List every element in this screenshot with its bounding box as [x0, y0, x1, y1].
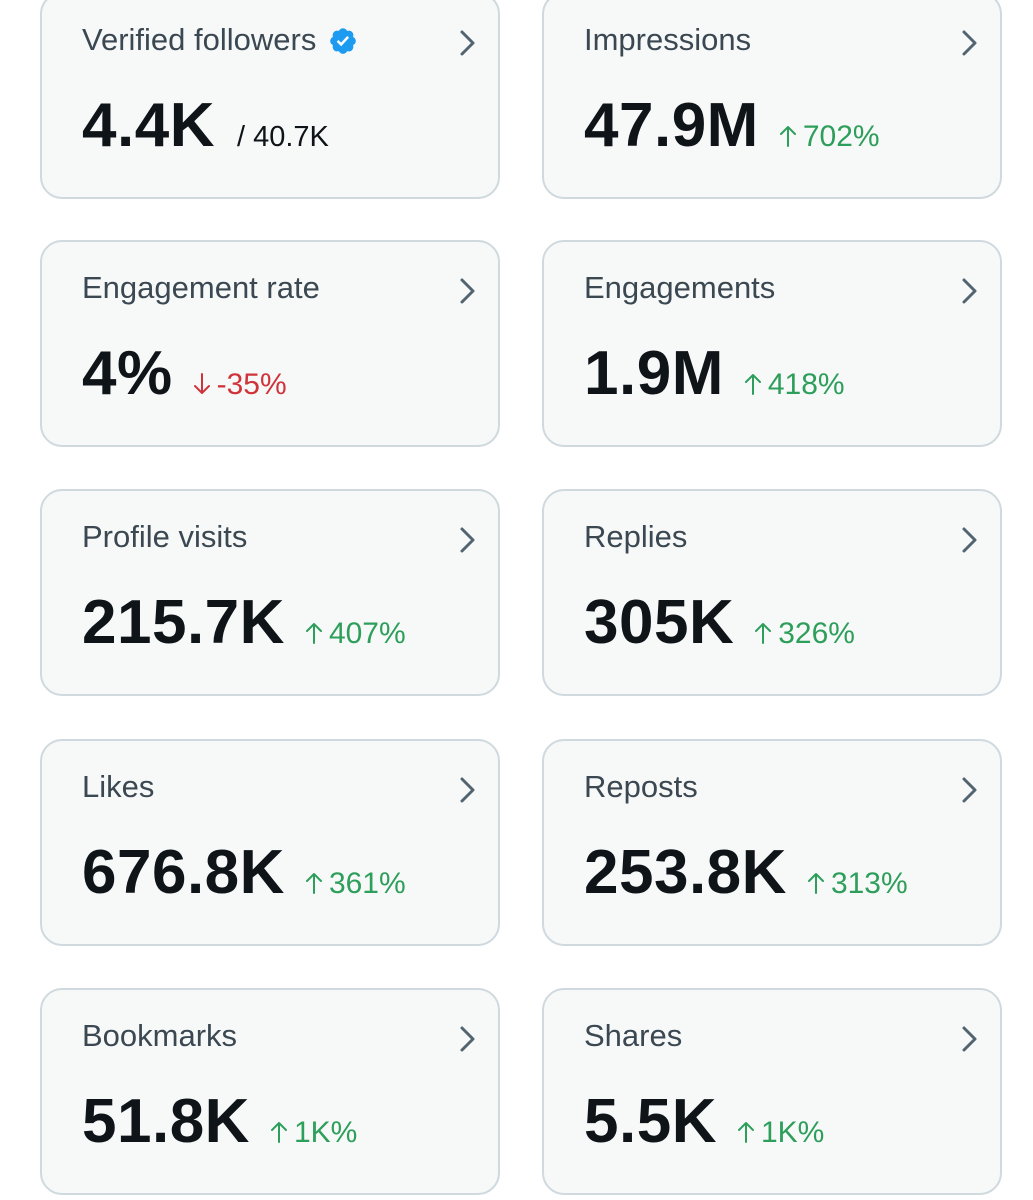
chevron-right-icon[interactable] [456, 525, 480, 555]
metric-value: 253.8K [584, 838, 787, 907]
chevron-right-icon[interactable] [958, 1024, 982, 1054]
metric-change-value: 418% [767, 368, 845, 401]
card-value-row: 47.9M 702% [584, 90, 880, 161]
metric-change-value: 326% [778, 617, 855, 650]
metric-card-verified-followers[interactable]: Verified followers 4.4K / 40.7K [40, 0, 500, 199]
card-value-row: 1.9M 418% [584, 338, 845, 409]
metric-change-value: 1K% [760, 1116, 825, 1149]
metric-change-value: 1K% [293, 1116, 358, 1149]
metric-change-value: 361% [328, 867, 406, 900]
card-value-row: 4% -35% [82, 338, 287, 409]
metric-change-value: -35% [216, 368, 287, 401]
arrow-up-icon [779, 124, 797, 148]
metric-value: 1.9M [584, 339, 724, 408]
card-value-row: 215.7K 407% [82, 587, 406, 658]
chevron-right-icon[interactable] [456, 1024, 480, 1054]
metric-change: 418% [744, 368, 845, 402]
metric-change: 407% [305, 617, 406, 651]
card-value-row: 305K 326% [584, 587, 855, 658]
card-title-label: Replies [584, 519, 688, 554]
card-value-row: 253.8K 313% [584, 837, 908, 908]
card-title: Replies [584, 519, 687, 555]
metric-card-profile-visits[interactable]: Profile visits 215.7K 407% [40, 489, 500, 696]
metric-change-value: 702% [802, 120, 880, 153]
metric-value: 676.8K [82, 838, 285, 907]
card-title-label: Verified followers [82, 22, 317, 57]
card-title: Engagements [584, 270, 775, 306]
chevron-right-icon[interactable] [456, 775, 480, 805]
metric-change: 313% [807, 867, 908, 901]
metric-card-reposts[interactable]: Reposts 253.8K 313% [542, 739, 1002, 946]
card-title-label: Bookmarks [82, 1018, 238, 1053]
metric-value: 51.8K [82, 1087, 250, 1156]
metric-change: 1K% [737, 1116, 824, 1150]
card-value-row: 51.8K 1K% [82, 1086, 357, 1157]
metric-value: 47.9M [584, 91, 759, 160]
metric-change: 361% [305, 867, 406, 901]
card-title: Likes [82, 769, 154, 805]
card-value-row: 676.8K 361% [82, 837, 406, 908]
metric-change: 326% [754, 617, 855, 651]
metric-change: 1K% [270, 1116, 357, 1150]
arrow-up-icon [737, 1120, 755, 1144]
arrow-up-icon [270, 1120, 288, 1144]
card-title: Impressions [584, 22, 751, 58]
metric-card-engagement-rate[interactable]: Engagement rate 4% -35% [40, 240, 500, 447]
card-title-label: Engagements [584, 270, 776, 305]
metric-change-value: 407% [328, 617, 406, 650]
metric-card-bookmarks[interactable]: Bookmarks 51.8K 1K% [40, 988, 500, 1195]
metric-card-replies[interactable]: Replies 305K 326% [542, 489, 1002, 696]
card-title-label: Shares [584, 1018, 683, 1053]
card-title: Engagement rate [82, 270, 320, 306]
chevron-right-icon[interactable] [958, 276, 982, 306]
chevron-right-icon[interactable] [456, 276, 480, 306]
card-value-row: 5.5K 1K% [584, 1086, 824, 1157]
metric-change: -35% [193, 368, 287, 402]
arrow-up-icon [305, 621, 323, 645]
card-value-row: 4.4K / 40.7K [82, 90, 329, 161]
card-title: Reposts [584, 769, 698, 805]
card-title-label: Reposts [584, 769, 698, 804]
verified-badge-icon [328, 26, 358, 56]
metric-value: 215.7K [82, 588, 285, 657]
metric-total: / 40.7K [236, 121, 329, 153]
metric-card-likes[interactable]: Likes 676.8K 361% [40, 739, 500, 946]
arrow-up-icon [754, 621, 772, 645]
card-title: Bookmarks [82, 1018, 237, 1054]
arrow-up-icon [305, 871, 323, 895]
metric-value: 5.5K [584, 1087, 717, 1156]
metric-value: 305K [584, 588, 735, 657]
metric-card-engagements[interactable]: Engagements 1.9M 418% [542, 240, 1002, 447]
chevron-right-icon[interactable] [958, 28, 982, 58]
chevron-right-icon[interactable] [958, 525, 982, 555]
card-title: Verified followers [82, 22, 358, 58]
card-title-label: Engagement rate [82, 270, 320, 305]
card-title: Profile visits [82, 519, 247, 555]
metric-card-impressions[interactable]: Impressions 47.9M 702% [542, 0, 1002, 199]
card-title-label: Profile visits [82, 519, 248, 554]
card-title-label: Likes [82, 769, 155, 804]
card-title-label: Impressions [584, 22, 752, 57]
metric-change: 702% [779, 120, 880, 154]
metric-value: 4.4K [82, 91, 215, 160]
arrow-down-icon [193, 372, 211, 396]
chevron-right-icon[interactable] [958, 775, 982, 805]
chevron-right-icon[interactable] [456, 28, 480, 58]
arrow-up-icon [807, 871, 825, 895]
metric-change-value: 313% [830, 867, 908, 900]
arrow-up-icon [744, 372, 762, 396]
metric-value: 4% [82, 339, 173, 408]
card-title: Shares [584, 1018, 682, 1054]
metric-card-shares[interactable]: Shares 5.5K 1K% [542, 988, 1002, 1195]
